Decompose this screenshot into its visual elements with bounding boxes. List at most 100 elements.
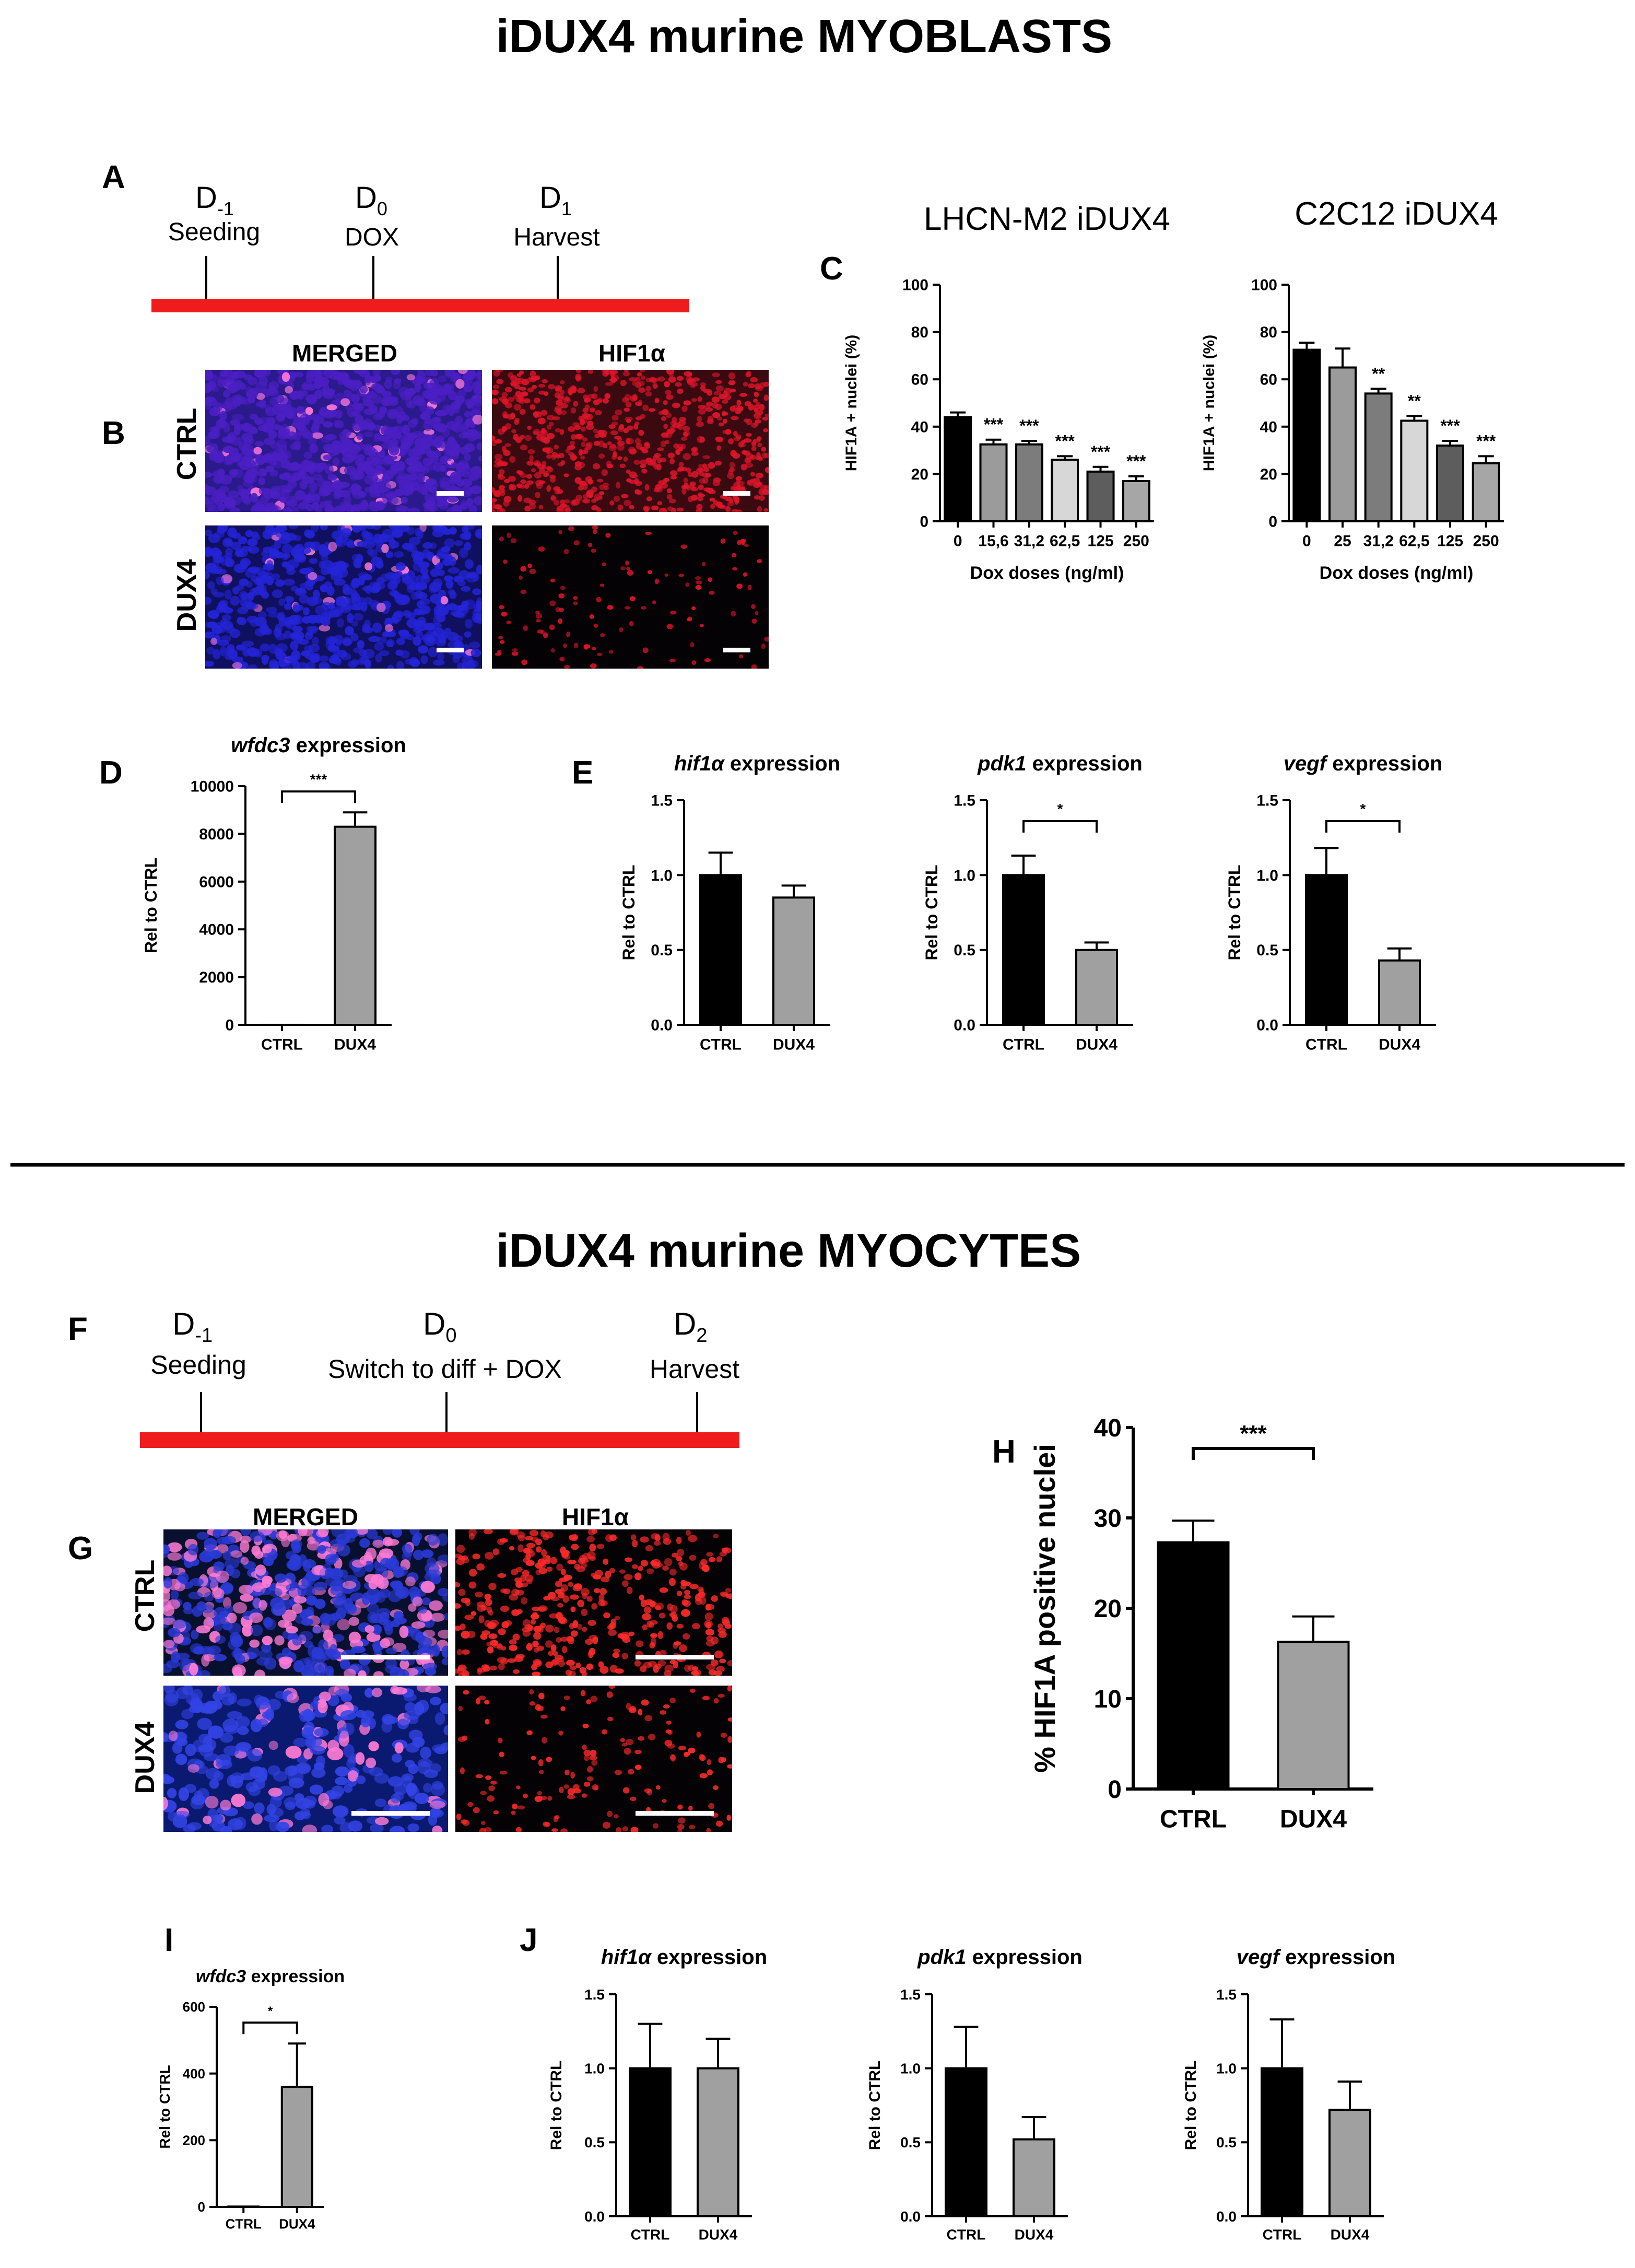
comparison-bracket — [1325, 820, 1401, 833]
micro-b-row-ctrl: CTRL — [172, 408, 202, 481]
bar — [772, 896, 815, 1026]
chart-j-10: 0.0 0.5 1.0 1.5 CTRL DUX4 vegf expression Rel t… — [1182, 1946, 1395, 2243]
y-tick-label: 0 — [225, 1017, 234, 1034]
mB4-scalebar — [723, 648, 750, 652]
panel-letter-h: H — [992, 1434, 1016, 1470]
y-tick-label: 0.5 — [954, 942, 975, 959]
y-axis-label: Rel to CTRL — [866, 2061, 884, 2150]
y-tick-label: 10 — [1094, 1686, 1122, 1713]
chart-c-0: 0 20 40 60 80 100 0 15,6 *** 31,2 *** 62,5 *** 125 ***… — [843, 201, 1170, 583]
y-tick-label: 0 — [1268, 513, 1277, 531]
x-tick-label: 62,5 — [1050, 533, 1080, 550]
mG3-scalebar — [351, 1811, 430, 1816]
y-tick-label: 0.5 — [900, 2134, 921, 2150]
panel-letter-f: F — [68, 1311, 88, 1347]
chart-j-9: 0.0 0.5 1.0 1.5 CTRL DUX4 pdk1 expression Rel t… — [866, 1946, 1083, 2243]
y-tick-label: 2000 — [199, 969, 234, 986]
y-tick-label: 400 — [183, 2066, 205, 2082]
y-axis-label: HIF1A + nuclei (%) — [1201, 335, 1218, 471]
y-tick-label: 0.5 — [651, 942, 673, 959]
bar — [1364, 392, 1393, 522]
chart-title-rest: expression — [724, 752, 840, 775]
timeline-a-day-1: D-1 — [195, 181, 234, 219]
y-tick-label: 1.5 — [1216, 1986, 1237, 2003]
x-tick-label: CTRL — [1305, 1036, 1347, 1054]
timeline-a-label-3: Harvest — [513, 224, 599, 251]
significance-label: ** — [1372, 364, 1385, 383]
chart-title: LHCN-M2 iDUX4 — [924, 201, 1170, 237]
chart-title-rest: expression — [1027, 752, 1143, 775]
bar — [227, 2205, 260, 2208]
panel-letter-c: C — [820, 251, 843, 287]
y-tick-label: 1.5 — [1256, 792, 1278, 810]
micro-g-header-merged: MERGED — [253, 1503, 358, 1530]
micro-g-row-dux4: DUX4 — [130, 1722, 160, 1794]
significance-label: ** — [1408, 391, 1421, 410]
y-tick-label: 60 — [1260, 371, 1277, 389]
significance-label: *** — [1476, 431, 1496, 450]
y-tick-label: 0 — [920, 513, 928, 531]
chart-title-gene: vegf — [1284, 752, 1328, 775]
y-axis-label: Rel to CTRL — [1225, 864, 1244, 960]
y-tick-label: 0.0 — [900, 2208, 921, 2225]
bar — [1157, 1541, 1230, 1790]
bar — [697, 2067, 739, 2218]
y-tick-label: 20 — [1094, 1595, 1122, 1623]
chart-title-gene: wfdc3 — [196, 1967, 246, 1986]
comparison-label: * — [1360, 801, 1366, 817]
y-tick-label: 0.5 — [584, 2134, 605, 2150]
bar — [334, 825, 377, 1026]
mB4-bg — [492, 525, 769, 669]
comparison-bracket — [1022, 820, 1098, 833]
chart-e-5: 0.0 0.5 1.0 1.5 CTRL DUX4 * vegf expression Rel … — [1225, 752, 1442, 1054]
micrograph-g-dux4-hif — [455, 1686, 732, 1832]
bar — [1086, 470, 1115, 522]
chart-j-8: 0.0 0.5 1.0 1.5 CTRL DUX4 hif1α expression Rel … — [548, 1946, 767, 2243]
chart-d-2: 0 2000 4000 6000 8000 10000 CTRL DUX4 *** wfdc3 e… — [142, 734, 406, 1054]
comparison-bracket — [242, 2021, 298, 2035]
comparison-label: * — [268, 2004, 273, 2018]
y-axis-label: % HIF1A positive nuclei — [1028, 1444, 1061, 1773]
micrograph-b-dux4-merged — [205, 525, 482, 669]
x-tick-label: DUX4 — [334, 1036, 376, 1054]
y-tick-label: 600 — [183, 1999, 205, 2015]
chart-title-rest: expression — [967, 1946, 1083, 1969]
bar — [1002, 874, 1045, 1026]
y-axis-label: Rel to CTRL — [1182, 2061, 1199, 2150]
chart-title-rest: expression — [290, 734, 406, 757]
x-tick-label: DUX4 — [1076, 1036, 1118, 1054]
timeline-f-day-1: D-1 — [172, 1306, 213, 1347]
bar — [1436, 445, 1464, 522]
timeline-f-label-3: Harvest — [650, 1354, 739, 1384]
x-tick-label: CTRL — [1263, 2227, 1302, 2243]
chart-e-4: 0.0 0.5 1.0 1.5 CTRL DUX4 * pdk1 expression Rel … — [922, 752, 1143, 1054]
micrograph-g-dux4-merged — [163, 1686, 448, 1832]
y-tick-label: 40 — [911, 418, 928, 436]
chart-title: vegf expression — [1284, 752, 1443, 775]
y-tick-label: 4000 — [199, 921, 234, 939]
x-tick-label: 250 — [1473, 533, 1499, 550]
chart-title-rest: expression — [1326, 752, 1442, 775]
micro-b-header-hif: HIF1α — [598, 340, 665, 367]
micrograph-b-ctrl-merged — [205, 370, 482, 512]
chart-title-gene: hif1α — [601, 1946, 652, 1969]
y-tick-label: 0.0 — [1216, 2208, 1237, 2225]
timeline-a: D-1 Seeding D0 DOX D1 Harvest — [151, 181, 689, 312]
mB2-scalebar — [723, 491, 750, 496]
bar — [1328, 2109, 1371, 2217]
timeline-a-day-2: D0 — [355, 181, 387, 219]
bar — [699, 874, 742, 1026]
x-tick-label: 62,5 — [1399, 533, 1429, 550]
panel-letter-i: I — [164, 1922, 173, 1958]
chart-title: pdk1 expression — [917, 1946, 1083, 1969]
y-tick-label: 1.0 — [1256, 867, 1278, 884]
x-tick-label: DUX4 — [1280, 1806, 1347, 1833]
micro-b-header-merged: MERGED — [292, 340, 397, 367]
chart-title: hif1α expression — [601, 1946, 767, 1969]
x-tick-label: DUX4 — [279, 2216, 315, 2232]
chart-title: hif1α expression — [674, 752, 840, 775]
micrograph-g-ctrl-merged — [163, 1529, 448, 1676]
timeline-f-label-1: Seeding — [150, 1350, 246, 1379]
y-tick-label: 1.0 — [1216, 2060, 1237, 2076]
